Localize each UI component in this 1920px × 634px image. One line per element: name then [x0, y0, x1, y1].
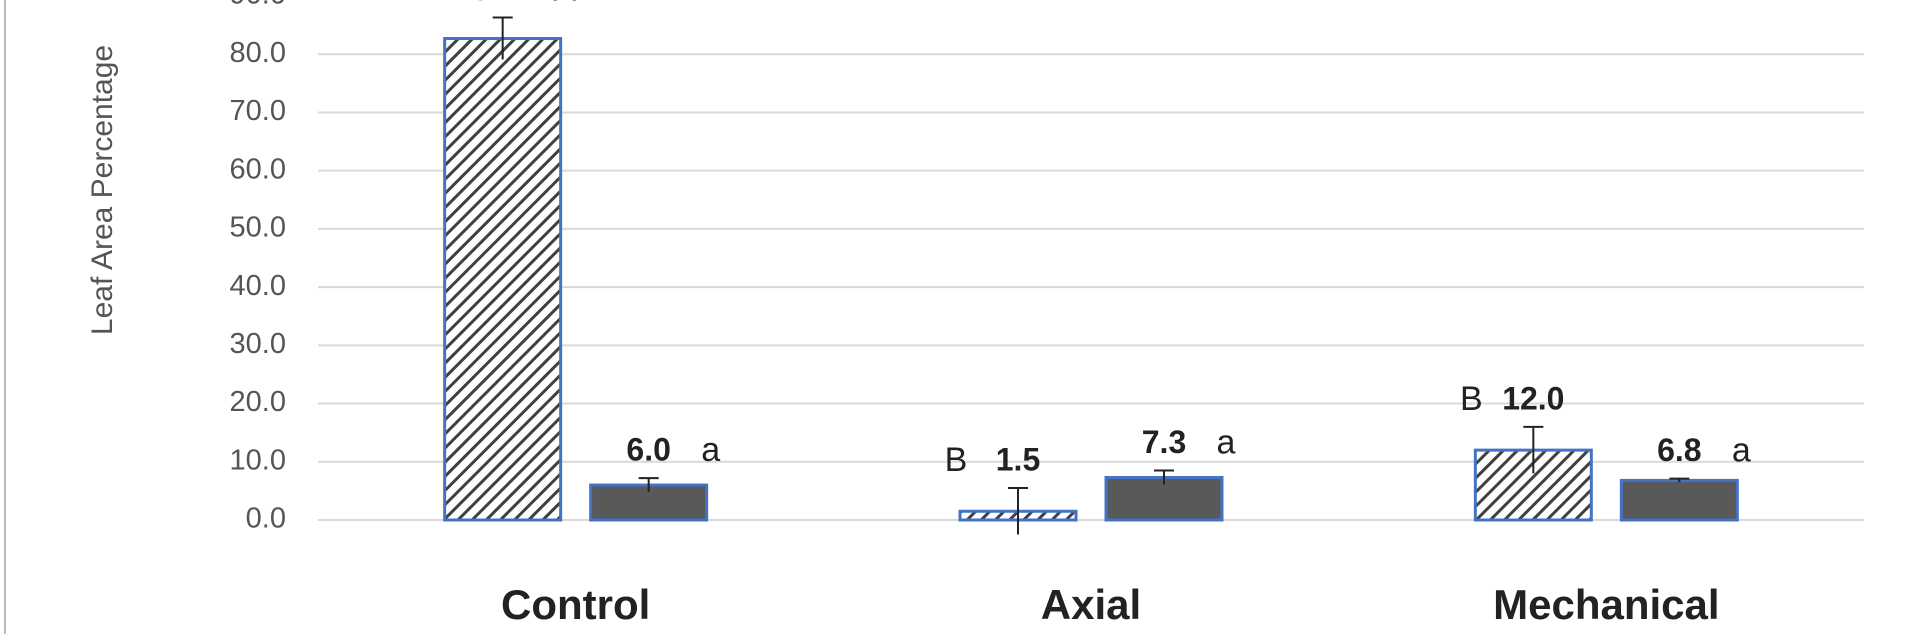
- error-bar: [1669, 477, 1690, 483]
- value-label: 82.7: [472, 0, 534, 7]
- y-tick-label: 30.0: [230, 328, 286, 360]
- significance-letter: B: [1460, 380, 1483, 418]
- significance-letter: A: [553, 0, 576, 9]
- significance-letter: a: [1217, 423, 1236, 461]
- error-bar: [1523, 425, 1544, 474]
- y-tick-label: 80.0: [230, 37, 286, 69]
- y-tick-label: 0.0: [246, 503, 286, 535]
- error-bar: [492, 16, 513, 60]
- error-bar: [1008, 486, 1028, 535]
- y-tick-label: 50.0: [230, 212, 286, 244]
- error-bar: [1154, 469, 1174, 485]
- y-tick-label: 60.0: [230, 153, 286, 185]
- x-tick-label: Axial: [1041, 581, 1141, 628]
- error-bar: [638, 477, 659, 493]
- significance-letter: B: [945, 441, 968, 479]
- value-label: 12.0: [1502, 380, 1564, 416]
- y-tick-label: 70.0: [230, 95, 286, 127]
- y-axis-label: Leaf Area Percentage: [86, 45, 119, 335]
- value-label: 6.8: [1657, 432, 1701, 468]
- bar: [1619, 478, 1739, 522]
- x-tick-label: Mechanical: [1493, 581, 1719, 628]
- y-tick-label: 90.0: [230, 0, 286, 11]
- significance-letter: a: [1732, 432, 1751, 470]
- y-tick-label: 10.0: [230, 444, 286, 476]
- bar: [1104, 475, 1224, 522]
- x-tick-label: Control: [501, 581, 650, 628]
- value-label: 7.3: [1142, 424, 1186, 460]
- value-label: 1.5: [996, 441, 1040, 477]
- y-tick-label: 20.0: [230, 386, 286, 418]
- value-label: 6.0: [626, 432, 670, 468]
- bar: [443, 37, 563, 522]
- significance-letter: a: [701, 431, 720, 469]
- y-tick-label: 40.0: [230, 270, 286, 302]
